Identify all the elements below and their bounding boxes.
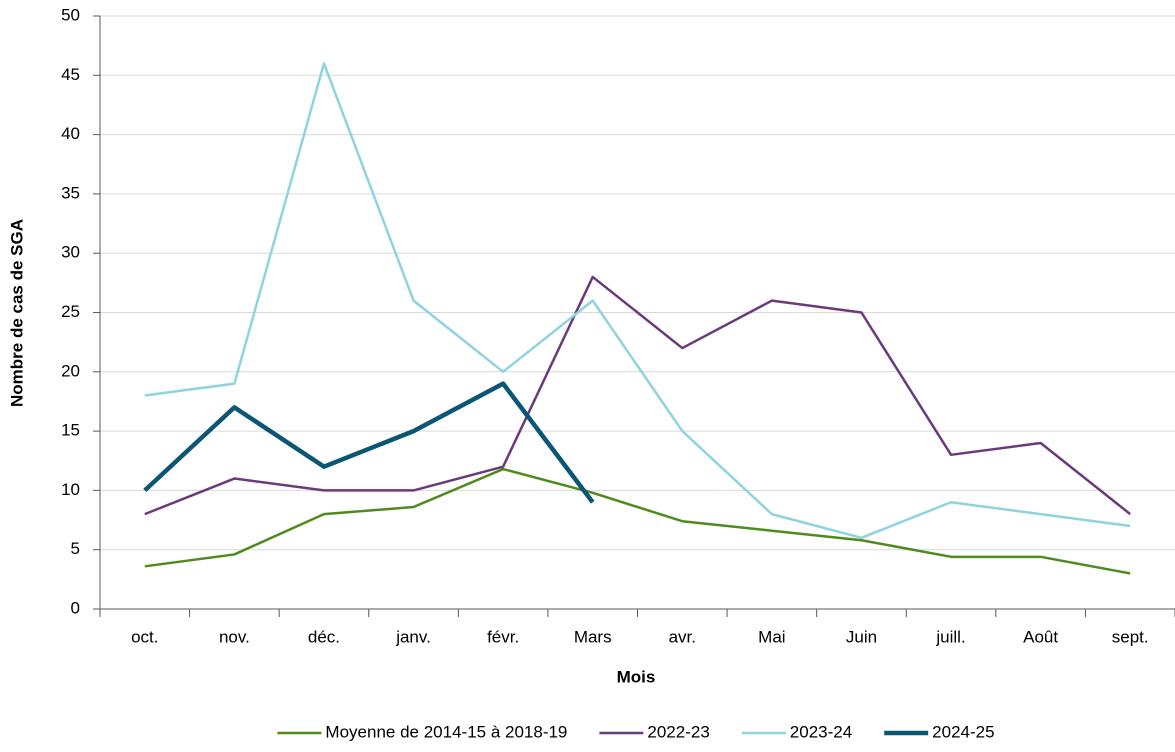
legend-label: 2022-23: [647, 722, 709, 741]
y-tick-label: 10: [61, 480, 80, 499]
y-tick-label: 20: [61, 361, 80, 380]
x-tick-label: Mars: [574, 627, 612, 646]
series-line: [144, 62, 1131, 540]
x-tick-label: juill.: [935, 627, 965, 646]
series-line: [144, 467, 1131, 575]
legend-label: Moyenne de 2014-15 à 2018-19: [325, 722, 567, 741]
x-tick-label: déc.: [308, 627, 340, 646]
x-tick-label: oct.: [131, 627, 158, 646]
x-axis-title: Mois: [617, 667, 656, 686]
x-tick-label: janv.: [395, 627, 431, 646]
y-tick-label: 15: [61, 421, 80, 440]
x-tick-label: avr.: [669, 627, 696, 646]
series-line: [143, 381, 595, 504]
y-tick-label: 5: [71, 539, 80, 558]
x-tick-label: Mai: [758, 627, 785, 646]
y-tick-label: 45: [61, 65, 80, 84]
y-tick-label: 30: [61, 243, 80, 262]
y-tick-label: 40: [61, 124, 80, 143]
x-tick-label: Août: [1023, 627, 1058, 646]
x-tick-label: sept.: [1112, 627, 1149, 646]
y-tick-label: 50: [61, 5, 80, 24]
legend-label: 2023-24: [790, 722, 852, 741]
y-tick-label: 25: [61, 302, 80, 321]
series-line: [144, 275, 1131, 516]
y-tick-label: 35: [61, 183, 80, 202]
y-tick-label: 0: [71, 598, 80, 617]
y-axis-title: Nombre de cas de SGA: [7, 219, 26, 407]
x-tick-label: févr.: [487, 627, 519, 646]
x-tick-label: Juin: [846, 627, 877, 646]
legend-label: 2024-25: [932, 722, 994, 741]
x-tick-label: nov.: [219, 627, 250, 646]
